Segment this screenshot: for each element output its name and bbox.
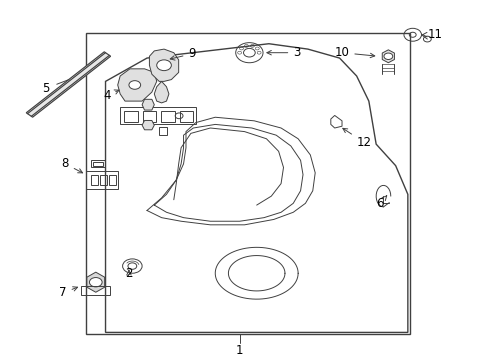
Bar [91,175,98,185]
Polygon shape [149,49,178,81]
Text: 6: 6 [375,196,386,210]
Bar [93,162,102,166]
Text: 5: 5 [42,82,49,95]
Polygon shape [87,272,104,292]
Bar [81,286,110,295]
Bar [159,127,166,135]
Bar [100,175,107,185]
Text: 4: 4 [102,89,119,102]
Bar [86,33,409,334]
Text: 7: 7 [59,287,78,300]
Circle shape [89,278,102,287]
Circle shape [157,60,171,71]
Text: 3: 3 [266,46,300,59]
Bar [91,160,104,167]
Polygon shape [118,69,157,101]
Bar [120,107,195,125]
Bar [179,111,193,122]
Bar [86,171,118,189]
Bar [124,111,138,122]
Text: 8: 8 [61,157,82,173]
Bar [161,111,174,122]
Polygon shape [142,121,154,130]
Bar [142,111,156,122]
Circle shape [129,81,141,89]
Text: 1: 1 [235,344,243,357]
Text: 10: 10 [334,46,374,59]
Text: 9: 9 [170,47,196,60]
Text: 11: 11 [421,28,442,41]
Polygon shape [142,99,154,110]
Text: 12: 12 [342,128,371,149]
Polygon shape [154,81,168,103]
Circle shape [383,53,392,59]
Bar [109,175,116,185]
Text: 2: 2 [125,267,132,280]
Polygon shape [26,52,110,117]
Polygon shape [382,50,394,63]
